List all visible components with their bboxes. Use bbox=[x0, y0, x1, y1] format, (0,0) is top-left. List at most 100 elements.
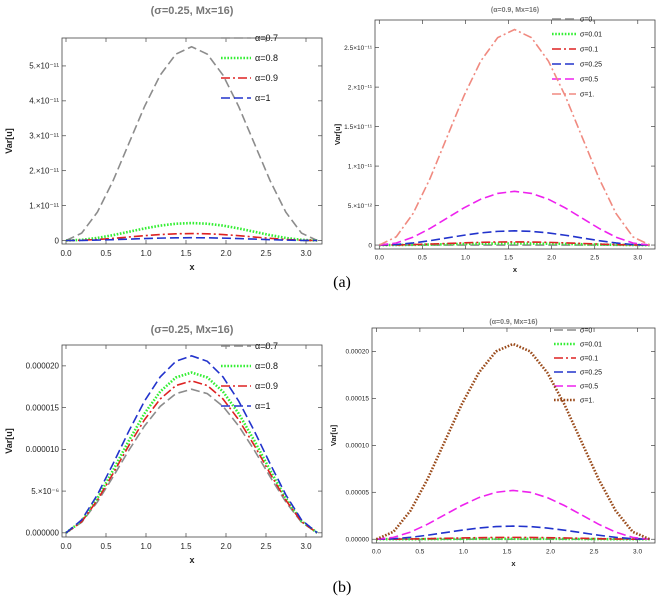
y-tick-label: 5.×10⁻¹¹ bbox=[29, 62, 59, 71]
legend-label: α=1 bbox=[255, 401, 270, 411]
series-line-2 bbox=[65, 380, 318, 534]
y-tick-label: 0.000020 bbox=[26, 362, 60, 371]
x-tick-label: 3.0 bbox=[633, 255, 642, 262]
series-line-3 bbox=[379, 230, 650, 246]
x-axis-label: x bbox=[513, 265, 518, 274]
panel-label-b: (b) bbox=[333, 579, 352, 596]
x-axis-label: x bbox=[511, 559, 516, 568]
x-tick-label: 0.5 bbox=[100, 249, 112, 258]
x-tick-label: 1.5 bbox=[502, 549, 511, 556]
chart-b-left: (σ=0.25, Mx=16) 0.0 0.5 1.0 1.5 2.0 2.5 3.0 0.00… bbox=[4, 324, 323, 565]
x-tick-label: 1.0 bbox=[140, 249, 152, 258]
y-tick-label: 2.×10⁻¹¹ bbox=[348, 84, 373, 91]
y-tick-label: 0 bbox=[368, 242, 372, 249]
y-tick-label: 0.00010 bbox=[346, 443, 370, 450]
chart-title: (α=0.9, Mx=16) bbox=[491, 7, 539, 14]
legend-label: σ=0.5 bbox=[580, 383, 598, 390]
legend-label: σ=0.5 bbox=[580, 76, 598, 83]
legend-label: σ=0.01 bbox=[580, 31, 602, 38]
x-tick-label: 2.0 bbox=[546, 549, 555, 556]
series-line-5 bbox=[375, 342, 651, 541]
legend-label: σ=0.1 bbox=[580, 46, 598, 53]
panel-label-a: (a) bbox=[333, 274, 351, 291]
x-tick-label: 2.5 bbox=[590, 255, 599, 262]
y-tick-label: 5.×10⁻⁶ bbox=[31, 487, 59, 496]
y-tick-label: 0.00020 bbox=[346, 349, 370, 356]
plot-frame bbox=[371, 327, 656, 544]
series-line-3 bbox=[65, 236, 318, 242]
series-line-5 bbox=[378, 28, 651, 246]
y-tick-label: 0.00015 bbox=[346, 396, 370, 403]
y-tick-label: 0.00005 bbox=[346, 490, 370, 497]
legend-label: σ=1. bbox=[580, 397, 594, 404]
y-tick-label: 1.5×10⁻¹¹ bbox=[344, 124, 373, 131]
series-line-3 bbox=[65, 355, 318, 534]
chart-title: (α=0.9, Mx=16) bbox=[489, 319, 537, 326]
y-tick-label: 2.5×10⁻¹¹ bbox=[344, 45, 373, 52]
y-tick-label: 2.×10⁻¹¹ bbox=[29, 166, 59, 175]
plot-frame bbox=[61, 37, 323, 245]
x-tick-label: 0.0 bbox=[60, 249, 72, 258]
legend-label: σ=1. bbox=[580, 91, 594, 98]
x-tick-label: 3.0 bbox=[300, 542, 312, 551]
y-axis-label: Var[u] bbox=[329, 424, 338, 446]
x-tick-label: 1.0 bbox=[459, 549, 468, 556]
x-tick-label: 2.5 bbox=[590, 549, 599, 556]
x-tick-label: 1.0 bbox=[140, 542, 152, 551]
legend-label: σ=0.01 bbox=[580, 341, 602, 348]
series-line-1 bbox=[65, 371, 318, 534]
y-tick-label: 0.000000 bbox=[26, 529, 60, 538]
chart-a-left: (σ=0.25, Mx=16) 0.0 0.5 1.0 1.5 2.0 2.5 3.0 0 1.×… bbox=[4, 5, 323, 272]
x-tick-label: 0.0 bbox=[60, 542, 72, 551]
chart-b-right: (α=0.9, Mx=16) 0.0 0.5 1.0 1.5 2.0 2.5 3.0 0.000… bbox=[329, 319, 656, 568]
x-tick-label: 1.0 bbox=[461, 255, 470, 262]
legend-label: α=0.8 bbox=[255, 361, 278, 371]
legend-label: σ=0 bbox=[580, 327, 592, 334]
x-tick-label: 1.5 bbox=[180, 542, 192, 551]
legend-label: σ=0.1 bbox=[580, 355, 598, 362]
y-axis-label: Var[u] bbox=[333, 123, 342, 145]
series-line-2 bbox=[376, 536, 650, 541]
x-tick-label: 3.0 bbox=[633, 549, 642, 556]
y-tick-label: 0.000010 bbox=[26, 445, 60, 454]
x-tick-label: 2.5 bbox=[260, 249, 272, 258]
legend-label: α=1 bbox=[255, 93, 270, 103]
series-line-2 bbox=[379, 241, 650, 246]
y-tick-label: 0.000015 bbox=[26, 403, 60, 412]
y-axis-label: Var[u] bbox=[4, 128, 14, 154]
x-tick-label: 2.0 bbox=[547, 255, 556, 262]
x-tick-label: 1.5 bbox=[504, 255, 513, 262]
legend-label: σ=0.25 bbox=[580, 61, 602, 68]
y-tick-label: 5.×10⁻¹² bbox=[348, 203, 373, 210]
series-line-1 bbox=[65, 221, 318, 242]
y-tick-label: 1.×10⁻¹¹ bbox=[348, 163, 373, 170]
legend-label: σ=0. bbox=[580, 16, 594, 23]
x-tick-label: 0.0 bbox=[375, 255, 384, 262]
y-axis-label: Var[u] bbox=[4, 428, 14, 454]
y-tick-label: 3.×10⁻¹¹ bbox=[29, 132, 59, 141]
y-tick-label: 0.00000 bbox=[346, 537, 370, 544]
legend-label: α=0.8 bbox=[255, 53, 278, 63]
legend-label: α=0.7 bbox=[255, 33, 278, 43]
plot-frame bbox=[374, 19, 656, 250]
chart-a-right: (α=0.9, Mx=16) 0.0 0.5 1.0 1.5 2.0 2.5 3.0 0 5.×1… bbox=[333, 7, 656, 274]
x-tick-label: 3.0 bbox=[300, 249, 312, 258]
x-tick-label: 2.0 bbox=[220, 542, 232, 551]
legend-label: α=0.7 bbox=[255, 341, 278, 351]
x-tick-label: 0.5 bbox=[415, 549, 424, 556]
plot-frame bbox=[61, 344, 323, 538]
legend-label: σ=0.25 bbox=[580, 369, 602, 376]
series-line-4 bbox=[379, 190, 650, 246]
series-line-3 bbox=[376, 525, 650, 541]
x-axis-label: x bbox=[189, 555, 194, 565]
series-line-2 bbox=[65, 232, 318, 242]
y-tick-label: 4.×10⁻¹¹ bbox=[29, 97, 59, 106]
x-tick-label: 0.5 bbox=[100, 542, 112, 551]
x-tick-label: 0.5 bbox=[418, 255, 427, 262]
series-line-0 bbox=[65, 45, 318, 242]
y-tick-label: 1.×10⁻¹¹ bbox=[29, 201, 59, 210]
chart-title: (σ=0.25, Mx=16) bbox=[151, 5, 234, 17]
chart-title: (σ=0.25, Mx=16) bbox=[151, 324, 234, 336]
legend-label: α=0.9 bbox=[255, 381, 278, 391]
